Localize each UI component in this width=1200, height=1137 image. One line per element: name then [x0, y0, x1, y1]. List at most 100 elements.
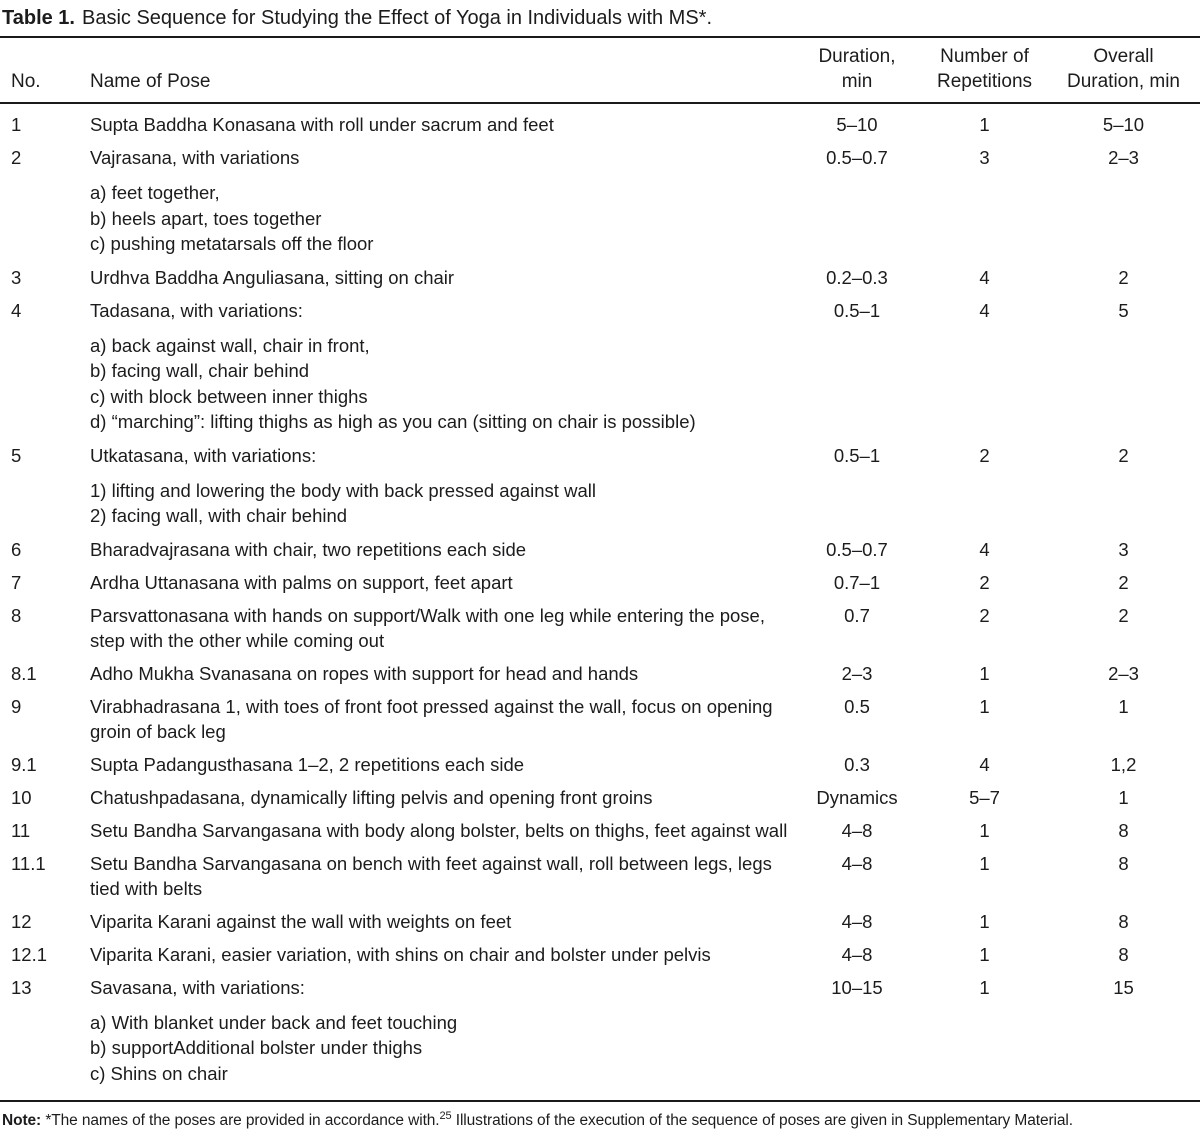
- pose-variation: b) supportAdditional bolster under thigh…: [90, 1037, 423, 1058]
- pose-name: Setu Bandha Sarvangasana with body along…: [90, 819, 788, 841]
- overall-duration-value: 1: [1118, 786, 1129, 808]
- overall-duration-value: 8: [1118, 910, 1129, 932]
- table-row: 9.1 Supta Padangusthasana 1–2, 2 repetit…: [0, 744, 1200, 777]
- overall-duration-value: 3: [1118, 538, 1129, 560]
- pose-number: 11.1: [11, 852, 46, 874]
- pose-name-cell: Viparita Karani against the wall with we…: [82, 909, 792, 934]
- table-row: 7 Ardha Uttanasana with palms on support…: [0, 562, 1200, 595]
- duration-value: 0.7–1: [833, 571, 881, 593]
- pose-number: 13: [11, 976, 32, 998]
- footnote-label: Note:: [2, 1112, 42, 1129]
- column-header-overall-duration-line1: Overall: [1093, 46, 1154, 67]
- pose-variation: b) heels apart, toes together: [90, 207, 322, 229]
- table-body: 1 Supta Baddha Konasana with roll under …: [0, 104, 1200, 1102]
- pose-name: Parsvattonasana with hands on support/Wa…: [90, 604, 765, 651]
- duration-value: 0.5–0.7: [826, 538, 888, 560]
- duration-value: 5–10: [836, 114, 878, 135]
- duration-value: 0.7: [844, 604, 870, 626]
- repetitions-value: 1: [979, 943, 990, 965]
- pose-variations-list: a) feet together, b) heels apart, toes to…: [90, 180, 788, 257]
- duration-value: 0.2–0.3: [826, 266, 888, 288]
- table-row: 4 Tadasana, with variations: a) back aga…: [0, 290, 1200, 435]
- pose-number: 2: [11, 147, 22, 168]
- pose-variation: b) facing wall, chair behind: [90, 360, 310, 381]
- table-row: 6 Bharadvajrasana with chair, two repeti…: [0, 529, 1200, 562]
- repetitions-value: 2: [979, 571, 990, 593]
- duration-value: Dynamics: [816, 786, 898, 808]
- column-header-duration-line2: min: [841, 71, 873, 92]
- pose-name-cell: Chatushpadasana, dynamically lifting pel…: [82, 785, 792, 810]
- pose-number: 8: [11, 604, 22, 626]
- overall-duration-value: 5–10: [1102, 114, 1145, 135]
- table-row: 11.1 Setu Bandha Sarvangasana on bench w…: [0, 843, 1200, 901]
- pose-number: 3: [11, 266, 22, 288]
- overall-duration-value: 8: [1118, 852, 1129, 874]
- duration-value: 10–15: [831, 976, 883, 998]
- duration-value: 0.5–1: [833, 299, 881, 321]
- pose-variations-list: 1) lifting and lowering the body with ba…: [90, 478, 788, 529]
- pose-variation: a) feet together,: [90, 182, 220, 203]
- pose-variation: a) back against wall, chair in front,: [90, 334, 370, 356]
- pose-number: 9: [11, 695, 22, 717]
- pose-name-cell: Ardha Uttanasana with palms on support, …: [82, 570, 792, 595]
- pose-name-cell: Vajrasana, with variations a) feet toget…: [82, 145, 792, 257]
- duration-value: 0.3: [844, 753, 870, 775]
- repetitions-value: 1: [979, 976, 990, 998]
- table-footnote: Note: *The names of the poses are provid…: [0, 1102, 1200, 1137]
- pose-name: Viparita Karani against the wall with we…: [90, 910, 512, 932]
- pose-name: Supta Baddha Konasana with roll under sa…: [90, 114, 554, 135]
- pose-name-cell: Adho Mukha Svanasana on ropes with suppo…: [82, 661, 792, 686]
- repetitions-value: 4: [979, 299, 990, 321]
- pose-name: Savasana, with variations:: [90, 976, 305, 998]
- repetitions-value: 2: [979, 604, 990, 626]
- pose-name-cell: Savasana, with variations: a) With blank…: [82, 975, 792, 1087]
- duration-value: 4–8: [841, 819, 873, 841]
- table-row: 1 Supta Baddha Konasana with roll under …: [0, 104, 1200, 137]
- column-header-no: No.: [11, 71, 41, 92]
- overall-duration-value: 2: [1118, 571, 1129, 593]
- pose-name: Tadasana, with variations:: [90, 299, 303, 321]
- pose-name: Viparita Karani, easier variation, with …: [90, 943, 711, 965]
- table-caption-label: Table 1.: [2, 7, 75, 29]
- duration-value: 0.5: [844, 695, 870, 717]
- pose-number: 6: [11, 538, 22, 560]
- column-header-name-of-pose: Name of Pose: [90, 71, 211, 92]
- column-header-duration-line1: Duration,: [818, 46, 896, 67]
- repetitions-value: 4: [979, 266, 990, 288]
- pose-name-cell: Virabhadrasana 1, with toes of front foo…: [82, 694, 792, 744]
- column-header-repetitions: Number of Repetitions: [922, 44, 1047, 94]
- overall-duration-value: 8: [1118, 943, 1129, 965]
- duration-value: 4–8: [841, 943, 873, 965]
- overall-duration-value: 2–3: [1108, 147, 1139, 168]
- pose-variations-list: a) With blanket under back and feet touc…: [90, 1010, 788, 1087]
- pose-number: 11: [11, 819, 31, 841]
- pose-number: 4: [11, 299, 22, 321]
- pose-name: Setu Bandha Sarvangasana on bench with f…: [90, 852, 772, 899]
- column-header-repetitions-line1: Number of: [940, 46, 1029, 67]
- duration-value: 4–8: [841, 852, 873, 874]
- pose-number: 1: [11, 114, 22, 135]
- table-row: 2 Vajrasana, with variations a) feet tog…: [0, 137, 1200, 257]
- overall-duration-value: 15: [1113, 976, 1134, 998]
- pose-variation: a) With blanket under back and feet touc…: [90, 1011, 458, 1033]
- repetitions-value: 1: [979, 695, 990, 717]
- pose-name: Virabhadrasana 1, with toes of front foo…: [90, 695, 773, 742]
- repetitions-value: 1: [979, 114, 990, 135]
- repetitions-value: 3: [979, 147, 990, 168]
- pose-name-cell: Parsvattonasana with hands on support/Wa…: [82, 603, 792, 653]
- pose-name-cell: Setu Bandha Sarvangasana with body along…: [82, 818, 792, 843]
- table-row: 13 Savasana, with variations: a) With bl…: [0, 967, 1200, 1087]
- footnote-citation-superscript: 25: [439, 1109, 452, 1122]
- pose-name: Vajrasana, with variations: [90, 147, 300, 168]
- pose-name: Ardha Uttanasana with palms on support, …: [90, 571, 513, 593]
- overall-duration-value: 5: [1118, 299, 1129, 321]
- column-header-duration: Duration, min: [792, 44, 922, 94]
- pose-name: Supta Padangusthasana 1–2, 2 repetitions…: [90, 753, 525, 775]
- pose-variation: 1) lifting and lowering the body with ba…: [90, 479, 596, 501]
- pose-name: Urdhva Baddha Anguliasana, sitting on ch…: [90, 266, 455, 288]
- pose-name-cell: Supta Padangusthasana 1–2, 2 repetitions…: [82, 752, 792, 777]
- table-row: 12 Viparita Karani against the wall with…: [0, 901, 1200, 934]
- pose-number: 8.1: [11, 662, 37, 684]
- pose-name: Chatushpadasana, dynamically lifting pel…: [90, 786, 653, 808]
